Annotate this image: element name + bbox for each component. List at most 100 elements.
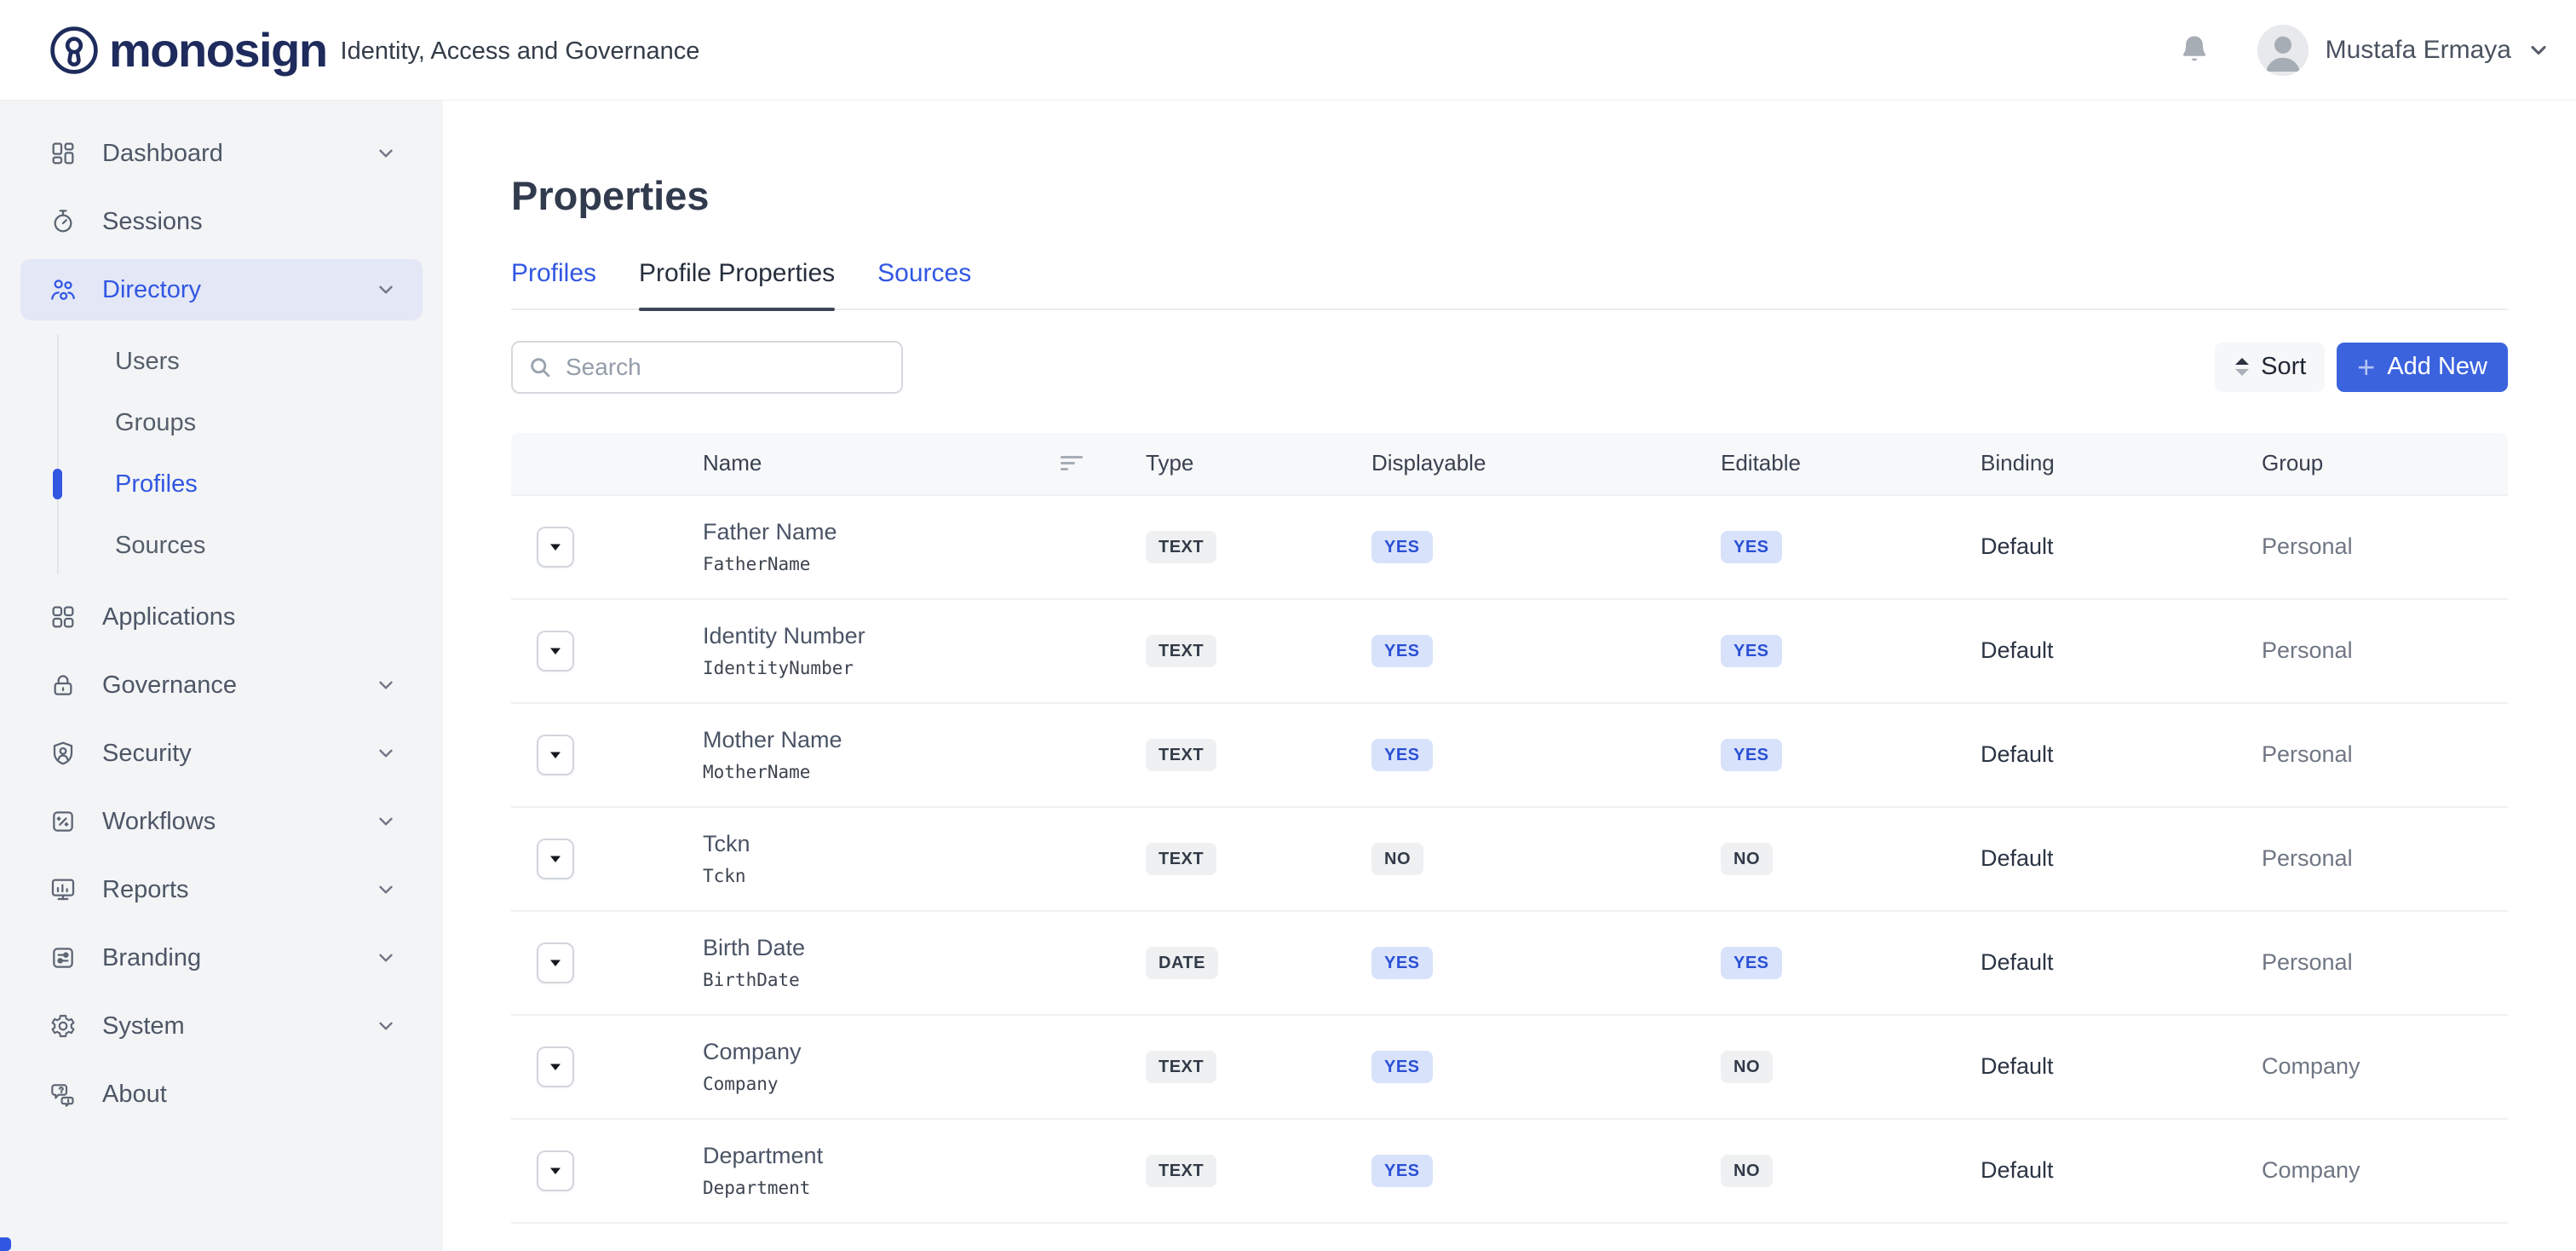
- sidebar-item-applications[interactable]: Applications: [20, 586, 423, 648]
- tab-profiles[interactable]: Profiles: [511, 258, 597, 287]
- sidebar-subitem-label: Groups: [115, 408, 197, 436]
- editable-badge: YES: [1721, 738, 1782, 771]
- main-content: Properties Profiles Profile Properties S…: [443, 101, 2576, 1251]
- group-value: Company: [2262, 1053, 2360, 1080]
- property-key: FatherName: [703, 554, 811, 575]
- table-row: Identity Number IdentityNumber TEXT YES Y…: [511, 600, 2508, 704]
- row-expand-button[interactable]: [537, 1150, 574, 1191]
- sidebar-item-label: Dashboard: [102, 139, 223, 167]
- caret-down-icon: [550, 856, 561, 862]
- sidebar-item-directory[interactable]: Directory: [20, 259, 423, 320]
- logo-text: monosign: [109, 22, 328, 77]
- sidebar-item-profiles[interactable]: Profiles: [0, 453, 443, 515]
- column-header-editable: Editable: [1721, 450, 1801, 476]
- applications-grid-icon: [52, 606, 74, 628]
- binding-value: Default: [1981, 1053, 2054, 1080]
- group-value: Personal: [2262, 533, 2353, 560]
- search-input[interactable]: [566, 353, 886, 381]
- branding-sliders-icon: [53, 948, 73, 968]
- group-value: Company: [2262, 1157, 2360, 1184]
- sidebar-item-branding[interactable]: Branding: [20, 927, 423, 989]
- sidebar-item-about[interactable]: About: [20, 1064, 423, 1125]
- sidebar-item-system[interactable]: System: [20, 995, 423, 1057]
- sidebar-item-governance[interactable]: Governance: [20, 654, 423, 716]
- row-expand-button[interactable]: [537, 630, 574, 672]
- sidebar-item-sessions[interactable]: Sessions: [20, 191, 423, 252]
- type-badge: TEXT: [1146, 634, 1217, 667]
- gear-icon: [51, 1014, 75, 1038]
- group-value: Personal: [2262, 949, 2353, 976]
- sort-label: Sort: [2261, 353, 2307, 381]
- property-key: Tckn: [703, 866, 746, 887]
- group-value: Personal: [2262, 845, 2353, 872]
- search-box[interactable]: [511, 340, 903, 394]
- caret-down-icon: [550, 544, 561, 551]
- displayable-badge: YES: [1371, 1050, 1433, 1083]
- property-name: Father Name: [703, 519, 837, 545]
- plus-icon: +: [2357, 349, 2376, 384]
- column-header-name[interactable]: Name: [703, 450, 1146, 476]
- sort-arrows-icon: [2235, 357, 2250, 376]
- chevron-down-icon: [379, 1022, 393, 1030]
- sidebar-item-dashboard[interactable]: Dashboard: [20, 123, 423, 184]
- sidebar-item-label: About: [102, 1080, 167, 1108]
- editable-badge: YES: [1721, 946, 1782, 979]
- sidebar-item-workflows[interactable]: Workflows: [20, 791, 423, 852]
- table-row: Company Company TEXT YES NO Default Compa…: [511, 1016, 2508, 1120]
- stopwatch-icon: [54, 210, 72, 233]
- editable-badge: NO: [1721, 1050, 1773, 1083]
- sidebar-item-reports[interactable]: Reports: [20, 859, 423, 920]
- table-row: Department Department TEXT YES NO Default…: [511, 1120, 2508, 1224]
- property-name: Identity Number: [703, 623, 865, 649]
- column-header-displayable: Displayable: [1371, 450, 1486, 476]
- sidebar-scrollbar-thumb[interactable]: [0, 1237, 11, 1251]
- row-expand-button[interactable]: [537, 1046, 574, 1087]
- displayable-badge: YES: [1371, 530, 1433, 563]
- sort-filter-icon[interactable]: [1061, 456, 1084, 471]
- workflow-wand-icon: [53, 811, 73, 832]
- dashboard-icon: [52, 142, 74, 164]
- sidebar-subitem-label: Profiles: [115, 470, 198, 498]
- type-badge: TEXT: [1146, 530, 1217, 563]
- properties-table: Name Type Displayable Editable Binding G…: [511, 432, 2508, 1224]
- caret-down-icon: [550, 960, 561, 966]
- chevron-down-icon: [379, 149, 393, 158]
- row-expand-button[interactable]: [537, 526, 574, 568]
- sidebar-item-label: Security: [102, 739, 192, 767]
- table-header-row: Name Type Displayable Editable Binding G…: [511, 432, 2508, 496]
- displayable-badge: YES: [1371, 1154, 1433, 1187]
- sort-button[interactable]: Sort: [2215, 342, 2326, 392]
- user-menu[interactable]: Mustafa Ermaya: [2257, 24, 2550, 76]
- tab-profile-properties[interactable]: Profile Properties: [639, 259, 836, 311]
- sidebar-item-sources[interactable]: Sources: [0, 515, 443, 576]
- row-expand-button[interactable]: [537, 838, 574, 879]
- caret-down-icon: [550, 752, 561, 758]
- sidebar-item-label: Reports: [102, 875, 189, 903]
- chevron-down-icon: [379, 885, 393, 894]
- property-key: Company: [703, 1074, 779, 1095]
- chevron-down-icon: [379, 817, 393, 826]
- chevron-down-icon: [379, 681, 393, 689]
- sidebar: Dashboard Sessions Directory Users Group: [0, 101, 443, 1251]
- tab-sources[interactable]: Sources: [877, 258, 972, 287]
- sidebar-item-groups[interactable]: Groups: [0, 392, 443, 453]
- add-new-label: Add New: [2387, 353, 2487, 381]
- user-name: Mustafa Ermaya: [2325, 35, 2511, 64]
- sidebar-item-users[interactable]: Users: [0, 331, 443, 392]
- property-key: MotherName: [703, 762, 811, 783]
- top-bar: monosign Identity, Access and Governance…: [0, 0, 2576, 101]
- property-key: IdentityNumber: [703, 658, 854, 679]
- binding-value: Default: [1981, 533, 2054, 560]
- property-name: Company: [703, 1039, 802, 1065]
- notifications-bell-icon[interactable]: [2179, 33, 2210, 67]
- binding-value: Default: [1981, 845, 2054, 872]
- shield-person-icon: [53, 741, 73, 765]
- row-expand-button[interactable]: [537, 942, 574, 983]
- editable-badge: YES: [1721, 634, 1782, 667]
- row-expand-button[interactable]: [537, 734, 574, 775]
- sidebar-item-security[interactable]: Security: [20, 723, 423, 784]
- monosign-logo-icon: [50, 26, 98, 74]
- add-new-button[interactable]: + Add New: [2337, 342, 2508, 392]
- sidebar-item-label: Directory: [102, 275, 202, 303]
- about-chat-icon: [51, 1084, 74, 1107]
